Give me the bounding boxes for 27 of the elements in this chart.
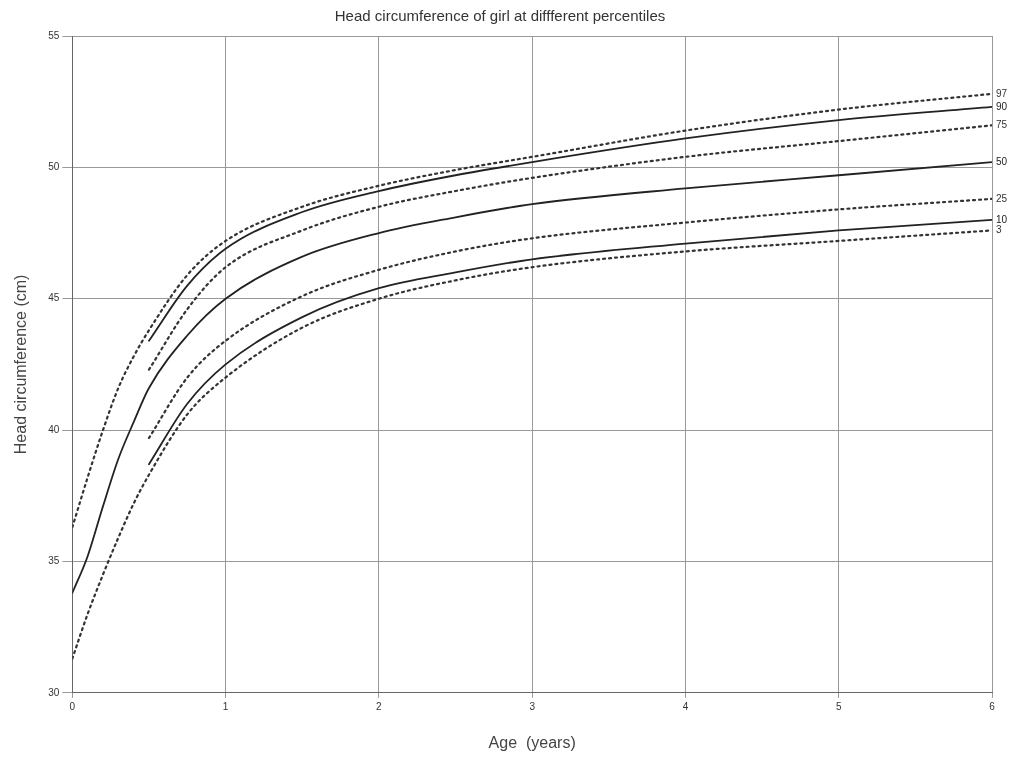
chart-title: Head circumference of girl at diffferent percentiles <box>334 7 666 25</box>
x-tick-label: 2 <box>376 700 383 712</box>
y-tick-label: 50 <box>48 161 60 173</box>
y-tick-label: 55 <box>48 29 60 41</box>
y-tick-label: 45 <box>48 292 60 304</box>
x-tick-label: 0 <box>69 700 76 712</box>
series-label: 75 <box>996 119 1008 131</box>
line-series <box>148 219 992 466</box>
series-label: 50 <box>996 155 1008 167</box>
series-label: 25 <box>996 192 1008 204</box>
x-axis-title: Age (years) <box>488 733 576 751</box>
y-tick-label: 30 <box>48 686 60 698</box>
x-tick-label: 4 <box>682 700 689 712</box>
series-label: 3 <box>996 224 1002 236</box>
x-tick-label: 3 <box>529 700 536 712</box>
x-tick-label: 1 <box>222 700 229 712</box>
y-axis-title: Head circumference (cm) <box>12 274 30 455</box>
series-label: 10 <box>996 213 1008 225</box>
line-series <box>148 106 992 342</box>
line-series <box>147 197 992 440</box>
series-label: 90 <box>996 100 1008 112</box>
x-tick-label: 5 <box>835 700 842 712</box>
series-label: 97 <box>996 87 1008 99</box>
y-tick-label: 40 <box>48 423 60 435</box>
line-series <box>147 124 992 371</box>
y-tick-label: 35 <box>48 555 60 567</box>
x-tick-label: 6 <box>989 700 996 712</box>
